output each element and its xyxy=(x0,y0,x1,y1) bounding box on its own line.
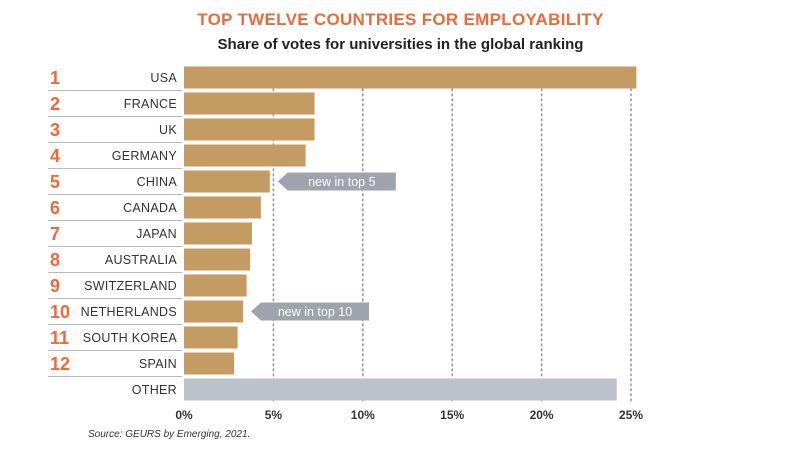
bar-canada xyxy=(184,196,261,219)
bar-uk xyxy=(184,118,315,141)
x-tick-label: 20% xyxy=(530,408,554,422)
bar-other xyxy=(184,378,617,401)
rank-label: 12 xyxy=(50,354,70,374)
bar-netherlands xyxy=(184,300,244,323)
rank-label: 1 xyxy=(50,68,60,88)
bar-china xyxy=(184,170,270,193)
x-tick-label: 25% xyxy=(619,408,643,422)
bar-australia xyxy=(184,248,251,271)
rank-label: 6 xyxy=(50,198,60,218)
callout-label: new in top 10 xyxy=(278,305,352,319)
x-tick-label: 5% xyxy=(265,408,283,422)
x-tick-label: 10% xyxy=(351,408,375,422)
category-label: USA xyxy=(150,71,177,85)
x-tick-label: 15% xyxy=(440,408,464,422)
rank-label: 8 xyxy=(50,250,60,270)
bar-france xyxy=(184,92,315,115)
callout-box xyxy=(277,172,396,191)
callout-label: new in top 5 xyxy=(308,175,375,189)
rank-label: 9 xyxy=(50,276,60,296)
bar-japan xyxy=(184,222,252,245)
bar-germany xyxy=(184,144,306,167)
rank-label: 5 xyxy=(50,172,60,192)
category-label: CHINA xyxy=(137,175,178,189)
rank-label: 2 xyxy=(50,94,60,114)
rank-label: 11 xyxy=(50,328,69,348)
category-label: OTHER xyxy=(132,383,177,397)
x-tick-label: 0% xyxy=(175,408,193,422)
chart-title: TOP TWELVE COUNTRIES FOR EMPLOYABILITY xyxy=(197,10,604,29)
rank-label: 10 xyxy=(50,302,70,322)
category-label: CANADA xyxy=(123,201,177,215)
category-label: NETHERLANDS xyxy=(81,305,177,319)
category-label: SPAIN xyxy=(139,357,177,371)
category-label: SOUTH KOREA xyxy=(83,331,178,345)
category-label: JAPAN xyxy=(136,227,177,241)
rank-label: 7 xyxy=(50,224,60,244)
category-label: GERMANY xyxy=(112,149,178,163)
source-note: Source: GEURS by Emerging, 2021. xyxy=(88,429,251,440)
rank-label: 3 xyxy=(50,120,60,140)
bar-switzerland xyxy=(184,274,247,297)
chart-subtitle: Share of votes for universities in the g… xyxy=(217,36,584,53)
category-label: FRANCE xyxy=(124,97,177,111)
category-label: SWITZERLAND xyxy=(84,279,177,293)
category-label: UK xyxy=(159,123,177,137)
bar-south-korea xyxy=(184,326,238,349)
rank-label: 4 xyxy=(50,146,60,166)
bar-usa xyxy=(184,66,637,89)
callout-box xyxy=(251,302,370,321)
category-label: AUSTRALIA xyxy=(105,253,178,267)
bar-spain xyxy=(184,352,235,375)
